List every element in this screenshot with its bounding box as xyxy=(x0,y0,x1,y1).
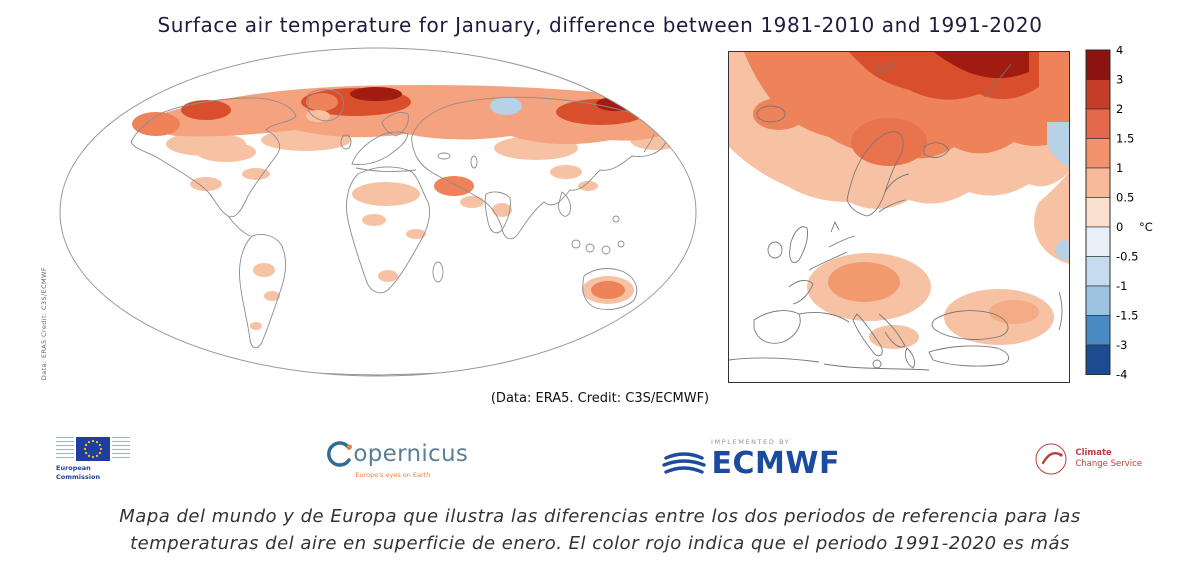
colorbar-cell xyxy=(1085,285,1111,316)
colorbar-cell xyxy=(1085,49,1111,80)
maps-row: Data: ERA5 Credit: C3S/ECMWF xyxy=(0,43,1200,386)
world-temperature-anomalies xyxy=(132,85,684,375)
globe-outline xyxy=(59,47,697,377)
c3s-logo-line2: Change Service xyxy=(1075,459,1142,469)
colorbar-cell xyxy=(1085,226,1111,257)
colorbar-cell xyxy=(1085,108,1111,139)
ecmwf-symbol-icon xyxy=(661,452,706,474)
figure-title: Surface air temperature for January, dif… xyxy=(157,13,1043,37)
world-map: Data: ERA5 Credit: C3S/ECMWF xyxy=(40,44,706,386)
colorbar-tick: -0.5 xyxy=(1116,250,1138,264)
eu-logo-line2: Commission xyxy=(56,472,101,481)
ecmwf-logo: IMPLEMENTED BY ECMWF xyxy=(661,438,840,481)
europe-coastlines xyxy=(728,62,1063,371)
data-credit-line: (Data: ERA5. Credit: C3S/ECMWF) xyxy=(490,391,710,406)
eu-flag-icon xyxy=(76,437,110,462)
europe-map-svg xyxy=(728,52,1072,371)
copernicus-tagline: Europe's eyes on Earth xyxy=(355,471,431,479)
colorbar-unit: °C xyxy=(1139,220,1153,234)
eu-flag-graphic xyxy=(56,437,130,462)
colorbar-tick: -4 xyxy=(1116,368,1127,382)
c3s-roundel-icon xyxy=(1035,443,1067,475)
caption-line1: Mapa del mundo y de Europa que ilustra l… xyxy=(119,506,1081,527)
eu-logo-line1: European xyxy=(56,464,91,473)
colorbar-cell xyxy=(1085,344,1111,375)
colorbar-tick: 0 xyxy=(1116,220,1123,234)
europe-temperature-anomalies xyxy=(729,52,1072,349)
colorbar-tick: 0.5 xyxy=(1116,191,1134,205)
eu-logo-text: European Commission xyxy=(56,464,130,481)
copernicus-logo: opernicus Europe's eyes on Earth xyxy=(323,439,468,479)
c3s-logo-text: Climate Change Service xyxy=(1075,448,1142,471)
colorbar: 4 3 2 1.5 1 0.5 0 -0.5 -1 -1.5 -3 -4 °C xyxy=(1083,43,1163,386)
eu-lines-left xyxy=(56,437,74,462)
europe-map xyxy=(728,51,1072,383)
ecmwf-wordmark: ECMWF xyxy=(711,446,840,481)
colorbar-cells xyxy=(1085,49,1111,375)
world-map-svg xyxy=(59,47,697,377)
eu-lines-right xyxy=(112,437,130,462)
colorbar-cell xyxy=(1085,197,1111,228)
colorbar-svg: 4 3 2 1.5 1 0.5 0 -0.5 -1 -1.5 -3 -4 °C xyxy=(1085,43,1153,382)
colorbar-tick: 1.5 xyxy=(1116,132,1134,146)
climate-change-service-logo: Climate Change Service xyxy=(1033,441,1142,477)
colorbar-cell xyxy=(1085,138,1111,169)
logos-row: European Commission opernicus Europe's e… xyxy=(0,430,1200,488)
colorbar-cell xyxy=(1085,256,1111,287)
colorbar-cell xyxy=(1085,79,1111,110)
copernicus-swoosh-icon xyxy=(327,441,353,467)
colorbar-cell xyxy=(1085,315,1111,346)
map-side-credit: Data: ERA5 Credit: C3S/ECMWF xyxy=(40,266,48,380)
colorbar-cell xyxy=(1085,167,1111,198)
european-commission-logo: European Commission xyxy=(56,437,130,481)
colorbar-ticks: 4 3 2 1.5 1 0.5 0 -0.5 -1 -1.5 -3 -4 °C xyxy=(1116,43,1153,382)
colorbar-tick: -3 xyxy=(1116,338,1127,352)
c3s-logo-line1: Climate xyxy=(1075,447,1112,458)
colorbar-tick: 2 xyxy=(1116,102,1123,116)
ecmwf-kicker: IMPLEMENTED BY xyxy=(711,438,791,446)
colorbar-tick: 1 xyxy=(1116,161,1123,175)
copernicus-wordmark: opernicus xyxy=(353,440,469,467)
colorbar-tick: 3 xyxy=(1116,73,1123,87)
colorbar-tick: 4 xyxy=(1116,46,1123,57)
colorbar-frame xyxy=(1085,49,1111,375)
caption-line2: temperaturas del aire en superficie de e… xyxy=(130,533,1070,554)
colorbar-tick: -1 xyxy=(1116,279,1127,293)
figure-caption: Mapa del mundo y de Europa que ilustra l… xyxy=(0,503,1200,557)
colorbar-tick: -1.5 xyxy=(1116,309,1138,323)
